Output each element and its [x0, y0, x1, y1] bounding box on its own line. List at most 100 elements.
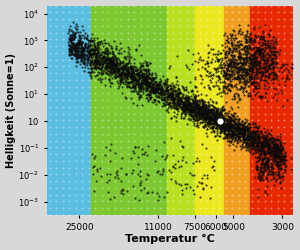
Point [146, 68, 151, 72]
Point [93, 66, 98, 70]
Point [185, 106, 190, 110]
Point [227, 119, 232, 123]
Point [257, 132, 262, 136]
Point [138, 66, 143, 70]
Point [93, 53, 98, 57]
Point [243, 200, 248, 203]
Point [188, 111, 192, 115]
Point [230, 124, 235, 128]
Point [103, 58, 107, 62]
Point [72, 48, 77, 52]
Point [206, 107, 210, 111]
Point [256, 149, 261, 153]
Point [119, 58, 124, 62]
Point [231, 127, 236, 131]
Point [215, 58, 220, 62]
Point [47, 152, 52, 156]
Point [76, 34, 81, 38]
Point [229, 60, 234, 64]
Point [120, 67, 125, 71]
Point [249, 65, 254, 69]
Point [227, 72, 232, 76]
Point [269, 91, 274, 95]
Point [179, 99, 184, 103]
Point [190, 152, 195, 156]
Point [204, 120, 209, 124]
Point [250, 144, 255, 148]
Point [69, 46, 74, 50]
Point [278, 134, 283, 138]
Point [81, 60, 86, 64]
Point [99, 118, 104, 122]
Point [132, 112, 137, 116]
Point [177, 105, 182, 109]
Point [132, 89, 136, 93]
Point [142, 81, 147, 85]
Point [67, 46, 71, 50]
Point [265, 143, 269, 147]
Point [208, 60, 213, 64]
Point [248, 132, 253, 136]
Point [225, 36, 230, 40]
Point [171, 132, 176, 136]
Point [164, 82, 169, 86]
Point [93, 146, 98, 150]
Point [278, 181, 283, 185]
Point [106, 17, 111, 21]
Point [275, 149, 280, 153]
Point [77, 41, 82, 45]
Point [165, 146, 170, 150]
Point [249, 71, 254, 75]
Point [230, 193, 235, 197]
Point [219, 66, 224, 70]
Point [132, 58, 137, 62]
Point [243, 60, 248, 64]
Point [249, 42, 254, 46]
Point [97, 54, 102, 58]
Point [92, 44, 97, 48]
Point [89, 48, 94, 52]
Point [259, 144, 264, 148]
Point [176, 96, 181, 100]
Point [269, 125, 274, 129]
Point [275, 148, 280, 152]
Point [249, 75, 254, 79]
Point [243, 206, 248, 210]
Point [165, 30, 170, 34]
Point [169, 90, 174, 94]
Point [263, 136, 268, 140]
Point [229, 41, 233, 45]
Point [163, 86, 168, 90]
Point [245, 135, 250, 139]
Point [224, 34, 229, 38]
Point [139, 139, 143, 143]
Point [218, 130, 223, 134]
Point [270, 49, 275, 53]
Point [259, 130, 264, 134]
Point [125, 58, 130, 62]
Point [134, 72, 139, 76]
Point [160, 154, 165, 158]
Point [97, 56, 102, 60]
Point [169, 92, 174, 96]
Point [268, 157, 273, 161]
Point [236, 68, 241, 72]
Point [155, 84, 160, 87]
Point [222, 136, 227, 140]
Point [263, 162, 268, 166]
Point [105, 63, 110, 67]
Point [109, 58, 114, 62]
Point [121, 59, 126, 63]
Point [100, 50, 104, 54]
Point [119, 190, 124, 194]
Point [207, 107, 212, 111]
Point [189, 117, 194, 121]
Point [210, 112, 214, 116]
Point [210, 30, 215, 34]
Point [213, 109, 218, 113]
Point [279, 146, 284, 150]
Point [114, 56, 119, 60]
Point [240, 135, 245, 139]
Point [243, 140, 248, 144]
Point [84, 44, 88, 48]
